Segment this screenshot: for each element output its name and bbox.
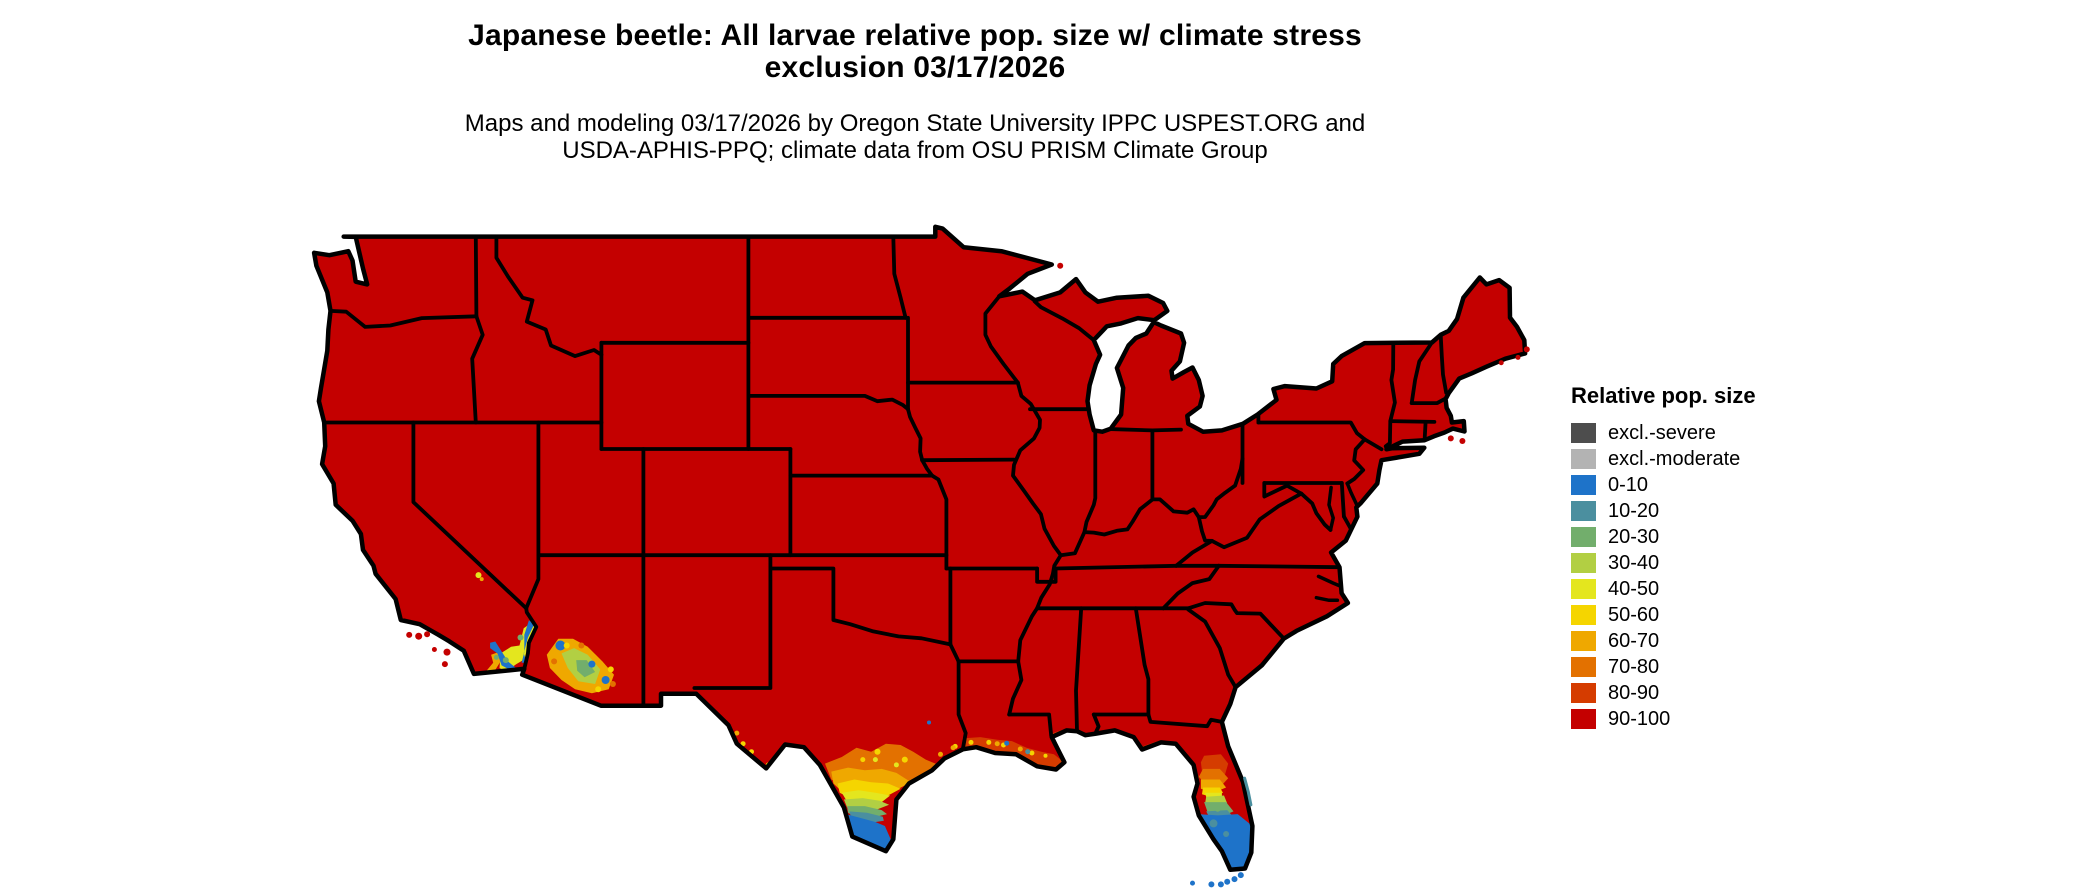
legend-color-swatch [1571,657,1596,677]
legend-item-label: 50-60 [1608,604,1660,626]
subtitle-line-2: USDA-APHIS-PPQ; climate data from OSU PR… [562,137,1268,164]
legend: Relative pop. size excl.-severe excl.-mod… [1571,383,1841,735]
legend-item-label: 30-40 [1608,552,1660,574]
legend-item: 80-90 [1571,683,1841,703]
title-line-2: exclusion 03/17/2026 [764,51,1066,84]
legend-color-swatch [1571,709,1596,729]
legend-item: 60-70 [1571,631,1841,651]
legend-item: 90-100 [1571,709,1841,729]
legend-color-swatch [1571,449,1596,469]
legend-color-swatch [1571,683,1596,703]
legend-color-swatch [1571,631,1596,651]
map-subtitle: Maps and modeling 03/17/2026 by Oregon S… [300,110,1530,164]
legend-item-label: excl.-moderate [1608,448,1741,470]
legend-item-label: 60-70 [1608,630,1660,652]
subtitle-line-1: Maps and modeling 03/17/2026 by Oregon S… [464,110,1366,137]
legend-color-swatch [1571,527,1596,547]
legend-item-label: 20-30 [1608,526,1660,548]
legend-item: 50-60 [1571,605,1841,625]
legend-item: 40-50 [1571,579,1841,599]
legend-item-label: 40-50 [1608,578,1660,600]
legend-rows: excl.-severe excl.-moderate 0-10 10-20 20-30… [1571,423,1841,729]
page-title: Japanese beetle: All larvae relative pop… [300,20,1530,84]
legend-item-label: 10-20 [1608,500,1660,522]
legend-color-swatch [1571,579,1596,599]
legend-item: excl.-severe [1571,423,1841,443]
legend-item: 30-40 [1571,553,1841,573]
us-choropleth-map [311,224,1530,888]
legend-item: 20-30 [1571,527,1841,547]
legend-item-label: 70-80 [1608,656,1660,678]
legend-item: excl.-moderate [1571,449,1841,469]
bay-river-lines [1314,481,1360,603]
legend-item-label: 80-90 [1608,682,1660,704]
us-landmass [314,226,1526,870]
legend-item-label: excl.-severe [1608,422,1716,444]
legend-item: 10-20 [1571,501,1841,521]
legend-color-swatch [1571,475,1596,495]
legend-color-swatch [1571,501,1596,521]
offshore-islands-and-keys [406,262,1530,888]
legend-item-label: 0-10 [1608,474,1649,496]
us-coastline [311,224,1528,873]
state-borders [322,234,1449,752]
title-line-1: Japanese beetle: All larvae relative pop… [468,19,1362,52]
legend-color-swatch [1571,553,1596,573]
legend-color-swatch [1571,423,1596,443]
legend-item-label: 90-100 [1608,708,1671,730]
legend-color-swatch [1571,605,1596,625]
legend-title: Relative pop. size [1571,383,1756,408]
legend-item: 70-80 [1571,657,1841,677]
legend-item: 0-10 [1571,475,1841,495]
